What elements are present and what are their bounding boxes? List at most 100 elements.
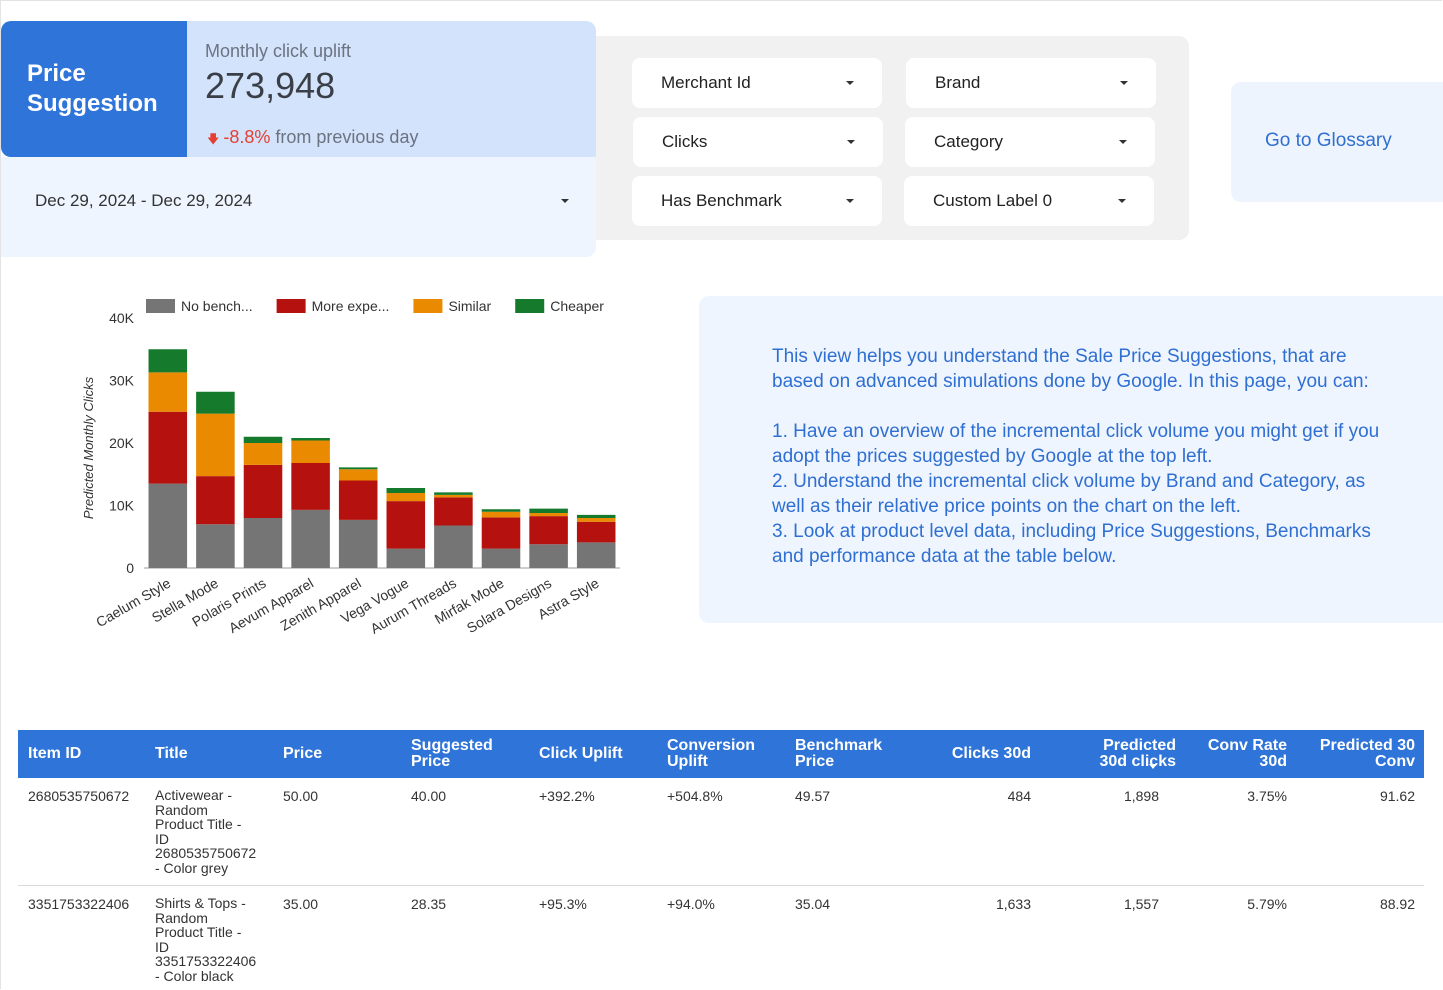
- glossary-button[interactable]: Go to Glossary: [1231, 82, 1443, 202]
- filter-label: Brand: [935, 73, 981, 92]
- cell-predicted-30d-clicks: 1,557: [1123, 896, 1159, 912]
- filter-label: Category: [934, 132, 1003, 151]
- cell-click-uplift: +392.2%: [539, 788, 595, 804]
- bar-segment: [196, 391, 235, 414]
- bar-segment: [434, 525, 473, 568]
- bar-segment: [291, 463, 330, 510]
- col-item-id[interactable]: Item ID: [28, 745, 82, 762]
- legend-label: Cheaper: [550, 298, 604, 314]
- cell-conv-rate-30d: 3.75%: [1247, 788, 1287, 804]
- cell-conversion-uplift: +94.0%: [667, 896, 715, 912]
- bar-segment: [529, 513, 568, 517]
- y-tick-label: 0: [126, 560, 134, 576]
- col-price[interactable]: Price: [283, 745, 323, 762]
- bar-segment: [196, 413, 235, 477]
- page-title: Price Suggestion: [27, 60, 158, 117]
- bar-segment: [481, 517, 521, 549]
- filter-custom-label-0[interactable]: Custom Label 0: [904, 176, 1154, 226]
- col-conversion-uplift[interactable]: Conversion Uplift: [667, 737, 756, 770]
- bar-segment: [148, 349, 188, 373]
- cell-price: 35.00: [283, 896, 319, 912]
- bar-segment: [576, 518, 616, 522]
- bar-segment: [386, 501, 426, 549]
- bar-segment: [338, 467, 378, 470]
- col-title[interactable]: Title: [155, 745, 188, 762]
- filter-category[interactable]: Category: [905, 117, 1155, 167]
- filter-brand[interactable]: Brand: [906, 58, 1156, 108]
- table-header: Item ID Title Price Suggested Price Clic…: [18, 730, 1424, 778]
- kpi-change-value: -8.8%: [223, 127, 271, 147]
- bar-segment: [481, 511, 521, 518]
- legend-swatch: [146, 299, 175, 313]
- cell-click-uplift: +95.3%: [539, 896, 587, 912]
- col-suggested-price[interactable]: Suggested Price: [411, 737, 493, 770]
- date-range-value: Dec 29, 2024 - Dec 29, 2024: [35, 191, 253, 210]
- cell-conv-rate-30d: 5.79%: [1247, 896, 1287, 912]
- date-range-control[interactable]: Dec 29, 2024 - Dec 29, 2024: [1, 157, 596, 257]
- filter-merchant-id[interactable]: Merchant Id: [632, 58, 882, 108]
- y-tick-label: 10K: [109, 498, 135, 514]
- kpi-label: Monthly click uplift: [205, 41, 352, 61]
- glossary-link[interactable]: Go to Glossary: [1265, 130, 1392, 151]
- filter-panel: Merchant Id Brand Clicks Category Has Be…: [596, 36, 1189, 240]
- cell-price: 50.00: [283, 788, 319, 804]
- down-arrow-icon: 🡇: [207, 132, 220, 146]
- legend-label: Similar: [448, 298, 491, 314]
- info-panel: This view helps you understand the Sale …: [699, 296, 1443, 623]
- cell-clicks-30d: 1,633: [995, 896, 1031, 912]
- bar-segment: [338, 469, 378, 481]
- table-row[interactable]: 2680535750672 Activewear - Random Produc…: [18, 730, 1424, 886]
- filter-label: Clicks: [662, 132, 708, 151]
- bar-segment: [434, 494, 473, 498]
- bar-segment: [529, 516, 568, 545]
- col-predicted-30d-clicks[interactable]: Predicted 30d clicks: [1099, 737, 1177, 770]
- sort-desc-icon[interactable]: [1141, 758, 1157, 776]
- chevron-down-icon: [847, 140, 855, 144]
- cell-suggested-price: 28.35: [411, 896, 447, 912]
- legend-label: No bench...: [181, 298, 253, 314]
- chevron-down-icon: [846, 81, 854, 85]
- filter-has-benchmark[interactable]: Has Benchmark: [632, 176, 882, 226]
- filter-label: Merchant Id: [661, 73, 751, 92]
- bar-segment: [529, 508, 568, 513]
- y-tick-label: 40K: [109, 310, 135, 326]
- cell-predicted-30-conv: 88.92: [1379, 896, 1415, 912]
- col-benchmark-price[interactable]: Benchmark Price: [795, 737, 883, 770]
- kpi-change-suffix: from previous day: [275, 127, 419, 147]
- filter-clicks[interactable]: Clicks: [633, 117, 883, 167]
- chevron-down-icon: [1118, 199, 1126, 203]
- bar-segment: [291, 509, 330, 568]
- filter-label: Custom Label 0: [933, 191, 1053, 210]
- col-conv-rate-30d[interactable]: Conv Rate 30d: [1207, 737, 1287, 770]
- bar-segment: [196, 476, 235, 525]
- y-tick-label: 30K: [109, 373, 135, 389]
- title-block: Price Suggestion: [1, 21, 187, 157]
- cell-item-id: 3351753322406: [28, 896, 130, 912]
- y-tick-label: 20K: [109, 435, 135, 451]
- bar-segment: [434, 497, 473, 526]
- bar-segment: [338, 519, 378, 568]
- chevron-down-icon: [846, 199, 854, 203]
- bar-segment: [148, 372, 188, 412]
- bar-segment: [148, 483, 188, 568]
- bar-segment: [243, 464, 283, 518]
- cell-predicted-30d-clicks: 1,898: [1123, 788, 1159, 804]
- filter-label: Has Benchmark: [661, 191, 782, 210]
- col-click-uplift[interactable]: Click Uplift: [539, 745, 623, 762]
- bar-segment: [243, 443, 283, 465]
- clicks-by-brand-chart: 0 10K 20K 30K 40K Predicted Monthly Clicks Cae…: [70, 290, 640, 660]
- chevron-down-icon: [1119, 140, 1127, 144]
- bar-segment: [291, 440, 330, 463]
- bar-segment: [434, 492, 473, 495]
- cell-item-id: 2680535750672: [28, 788, 130, 804]
- col-predicted-30-conv[interactable]: Predicted 30 Conv: [1319, 737, 1415, 770]
- col-clicks-30d[interactable]: Clicks 30d: [951, 745, 1031, 762]
- info-steps: 1. Have an overview of the incremental c…: [772, 421, 1380, 567]
- bar-segment: [481, 509, 521, 512]
- table-row[interactable]: 3351753322406 Shirts & Tops - Random Pro…: [18, 886, 1424, 990]
- bar-segment: [196, 524, 235, 568]
- kpi-change: 🡇 -8.8% from previous day: [207, 127, 418, 151]
- y-axis-label: Predicted Monthly Clicks: [81, 376, 96, 519]
- kpi-scorecard: Monthly click uplift 273,948 🡇 -8.8% from…: [187, 21, 596, 157]
